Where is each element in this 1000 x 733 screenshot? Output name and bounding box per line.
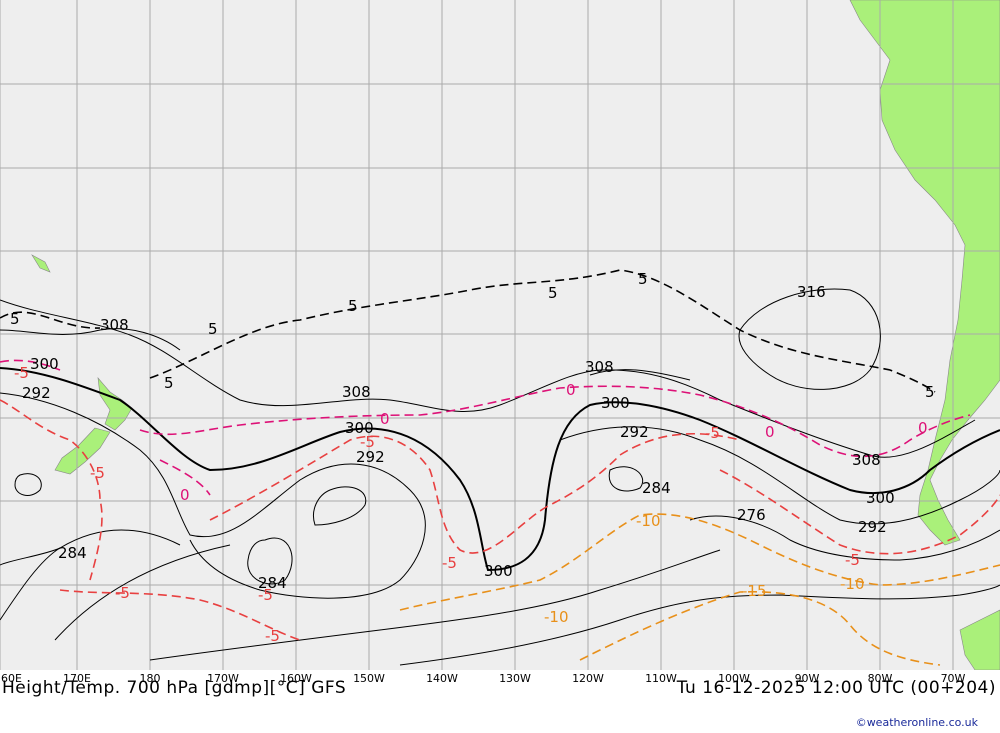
label-temp-minus10-b: -10	[544, 608, 569, 626]
label-height-316: 316	[797, 283, 826, 301]
height-contour-284-center	[247, 537, 293, 585]
land-new-zealand-north	[97, 377, 133, 431]
label-height-300-b: 300	[345, 419, 374, 437]
temp-contour-5	[0, 269, 936, 393]
label-height-300-c: 300	[484, 562, 513, 580]
label-height-276: 276	[737, 506, 766, 524]
label-height-292-c: 292	[620, 423, 649, 441]
label-temp-minus5-i: -5	[705, 424, 720, 442]
height-contour-276	[689, 515, 1000, 561]
label-temp-5-e: 5	[638, 270, 648, 288]
label-temp-minus5-b: -5	[90, 464, 105, 482]
lon-label: 180	[139, 672, 161, 685]
lon-label: 70W	[940, 672, 966, 685]
label-temp-5-c: 5	[164, 374, 174, 392]
label-temp-0-a: 0	[380, 410, 390, 428]
temp-contour-minus5-center	[209, 432, 741, 554]
lon-label: 100W	[718, 672, 750, 685]
height-contour-outer-south	[54, 544, 1000, 666]
label-height-308-b: 308	[342, 383, 371, 401]
height-contour-300	[0, 367, 1000, 572]
label-height-308-a: 308	[100, 316, 129, 334]
map-footer	[0, 670, 1000, 733]
lon-label: 90W	[794, 672, 820, 685]
lon-label: 80W	[867, 672, 893, 685]
temp-contour-minus5-east	[719, 469, 1000, 555]
label-temp-minus10-a: -10	[636, 512, 661, 530]
lon-label: 170W	[207, 672, 239, 685]
lon-label: 160E	[0, 672, 22, 685]
map-datetime: Tu 16-12-2025 12:00 UTC (00+204)	[676, 678, 996, 698]
label-temp-minus5-g: -5	[265, 627, 280, 645]
height-contour-292	[0, 392, 426, 599]
label-height-292-a: 292	[22, 384, 51, 402]
label-height-292-b: 292	[356, 448, 385, 466]
label-temp-minus10-c: -10	[840, 575, 865, 593]
height-contour-high-316	[738, 288, 881, 390]
land-small-island	[31, 254, 51, 273]
lon-label: 150W	[353, 672, 385, 685]
label-temp-0-c: 0	[566, 381, 576, 399]
credit-link[interactable]: ©weatheronline.co.uk	[855, 716, 978, 729]
temp-contour-0	[0, 359, 971, 496]
lon-label: 110W	[645, 672, 677, 685]
temp-contour-minus10	[399, 513, 1000, 611]
lon-label: 160W	[280, 672, 312, 685]
height-contour-292-east	[559, 426, 1000, 525]
label-temp-5-a: 5	[10, 310, 20, 328]
weather-map: 308 300 292 308 300 292 284 300 308 300 …	[0, 0, 1000, 670]
label-temp-minus5-d: -5	[442, 554, 457, 572]
height-contour-284-west	[0, 529, 181, 621]
label-temp-minus5-e: -5	[115, 584, 130, 602]
label-temp-minus5-c: -5	[14, 364, 29, 382]
land-new-zealand-south	[54, 427, 111, 475]
label-height-300-d: 300	[601, 394, 630, 412]
land-south-america	[849, 0, 1000, 546]
label-temp-5-b: 5	[208, 320, 218, 338]
lon-label: 140W	[426, 672, 458, 685]
label-temp-0-b: 0	[180, 486, 190, 504]
label-temp-5-d: 5	[548, 284, 558, 302]
lon-label: 170E	[63, 672, 91, 685]
lon-label: 130W	[499, 672, 531, 685]
label-height-284-c: 284	[58, 544, 87, 562]
temp-contour-minus5-west	[0, 399, 301, 641]
height-contour-low-west	[14, 473, 42, 496]
land-antarctic-peninsula	[959, 609, 1000, 670]
label-height-284-b: 284	[642, 479, 671, 497]
label-height-292-d: 292	[858, 518, 887, 536]
ocean-background	[0, 0, 1000, 670]
label-temp-minus5-a: -5	[360, 433, 375, 451]
map-title: Height/Temp. 700 hPa [gdmp][°C] GFS	[2, 678, 347, 698]
label-height-300-a: 300	[30, 355, 59, 373]
temperature-contours	[0, 269, 1000, 666]
label-height-308-d: 308	[852, 451, 881, 469]
height-contours	[0, 288, 1000, 666]
label-temp-minus5-h: -5	[845, 551, 860, 569]
contour-labels: 308 300 292 308 300 292 284 300 308 300 …	[10, 270, 935, 645]
height-contour-low-center	[313, 486, 367, 526]
lon-label: 120W	[572, 672, 604, 685]
height-contour-308-north	[0, 328, 691, 381]
label-temp-5-f: 5	[348, 297, 358, 315]
label-height-300-e: 300	[866, 489, 895, 507]
label-height-284-a: 284	[258, 574, 287, 592]
label-height-308-c: 308	[585, 358, 614, 376]
label-temp-0-d: 0	[765, 423, 775, 441]
label-temp-minus5-f: -5	[258, 586, 273, 604]
label-temp-minus15: -15	[742, 582, 767, 600]
temp-contour-minus15	[579, 590, 941, 666]
height-contour-284-east	[608, 466, 643, 492]
label-temp-5-g: 5	[925, 383, 935, 401]
label-temp-0-e: 0	[918, 419, 928, 437]
height-contour-308-west	[0, 299, 976, 458]
